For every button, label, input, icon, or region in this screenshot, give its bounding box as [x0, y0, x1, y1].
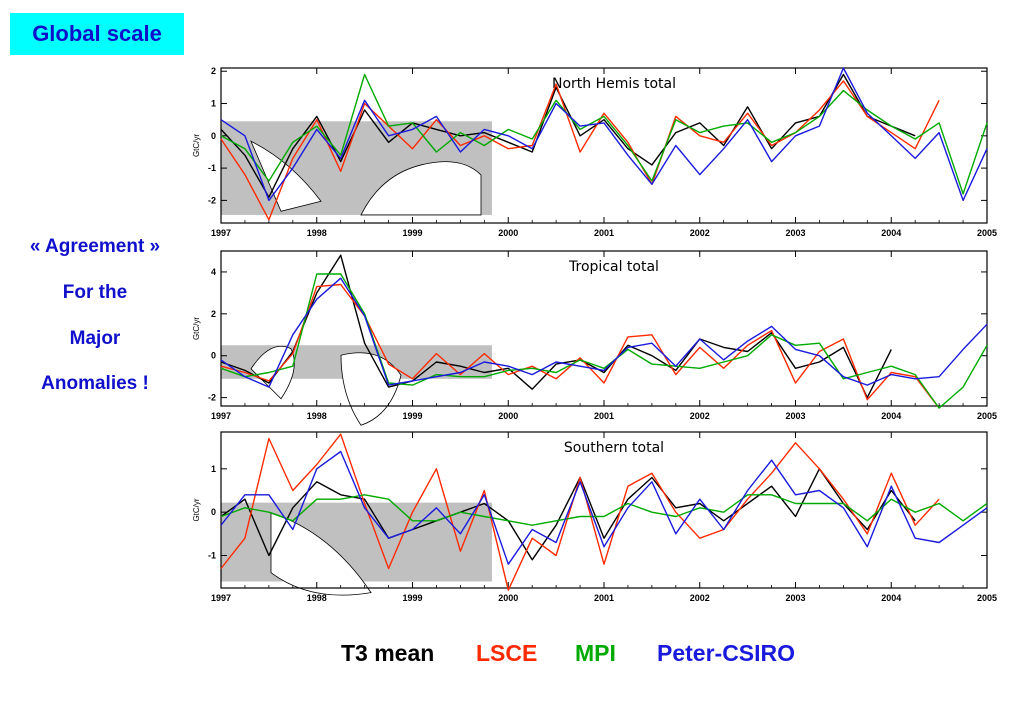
- x-tick-label: 1997: [211, 593, 231, 603]
- series-line-lsce: [220, 80, 940, 221]
- y-tick-label: 1: [211, 464, 216, 474]
- x-tick-label: 1999: [402, 228, 422, 238]
- y-tick-label: 4: [211, 267, 216, 277]
- y-axis-label: GtC/yr: [192, 498, 201, 521]
- panel-title: Southern total: [564, 440, 664, 456]
- side-text-line-2: For the: [62, 282, 128, 303]
- side-text-line-4: Anomalies !: [41, 373, 149, 394]
- series-line-t3-mean: [220, 254, 892, 399]
- x-tick-label: 2003: [785, 411, 805, 421]
- y-axis-label: GtC/yr: [192, 317, 201, 340]
- legend-lsce: LSCE: [476, 640, 538, 666]
- x-tick-label: 2003: [785, 228, 805, 238]
- panel-southern: 1997 1998 1999 2000 2001 2002 2003 2004 2005 1 0 -1…: [192, 431, 997, 603]
- x-tick-label: 2004: [881, 411, 901, 421]
- x-tick-label: 1997: [211, 411, 231, 421]
- x-tick-label: 2000: [498, 228, 518, 238]
- x-tick-label: 2002: [690, 593, 710, 603]
- y-axis-label: GtC/yr: [192, 134, 201, 157]
- series-line-mpi: [220, 273, 988, 409]
- panel-title: North Hemis total: [552, 76, 676, 92]
- series-line-mpi: [220, 494, 988, 526]
- y-tick-label: 0: [211, 351, 216, 361]
- legend-t3-mean: T3 mean: [341, 640, 435, 666]
- x-tick-label: 1997: [211, 228, 231, 238]
- x-tick-label: 2004: [881, 593, 901, 603]
- x-tick-label: 2000: [498, 411, 518, 421]
- map-landmass-north: [250, 140, 482, 216]
- y-tick-label: -1: [208, 163, 216, 173]
- x-tick-label: 2001: [594, 228, 614, 238]
- y-tick-label: 2: [211, 309, 216, 319]
- x-tick-label: 1999: [402, 411, 422, 421]
- x-tick-label: 1999: [402, 593, 422, 603]
- series-line-peter-csiro: [220, 67, 988, 202]
- side-text-line-3: Major: [69, 328, 121, 349]
- series-line-peter-csiro: [220, 277, 988, 388]
- legend-peter-csiro: Peter-CSIRO: [657, 640, 796, 666]
- series-line-lsce: [220, 433, 940, 591]
- charts-figure: 1997 1998 1999 2000 2001 2002 2003 2004 2005210-…: [192, 66, 997, 603]
- map-inset-southern: [221, 502, 492, 582]
- panel-title: Tropical total: [568, 259, 659, 275]
- series-line-t3-mean: [220, 468, 916, 561]
- map-landmass-southern: [270, 512, 372, 596]
- panel-tropical: 1997 1998 1999 2000 2001 2002 2003 2004 2005 4 2 0 -…: [192, 250, 997, 426]
- page-title: Global scale: [10, 13, 184, 55]
- x-tick-label: 2005: [977, 593, 997, 603]
- x-tick-label: 1998: [307, 411, 327, 421]
- y-tick-label: 0: [211, 507, 216, 517]
- x-tick-label: 2001: [594, 411, 614, 421]
- series-line-lsce: [220, 283, 940, 409]
- legend: T3 mean LSCE MPI Peter-CSIRO: [0, 640, 1023, 674]
- y-tick-label: -2: [208, 195, 216, 205]
- side-text-line-1: « Agreement »: [29, 236, 161, 257]
- x-tick-label: 1998: [307, 593, 327, 603]
- x-tick-label: 2005: [977, 411, 997, 421]
- x-tick-label: 2002: [690, 228, 710, 238]
- legend-mpi: MPI: [575, 640, 616, 666]
- x-tick-label: 2003: [785, 593, 805, 603]
- x-tick-label: 2004: [881, 228, 901, 238]
- panel-north: 1997 1998 1999 2000 2001 2002 2003 2004 2005 2 1 0 -…: [192, 66, 997, 238]
- x-tick-label: 1998: [307, 228, 327, 238]
- x-tick-label: 2005: [977, 228, 997, 238]
- series-line-mpi: [220, 73, 988, 195]
- y-tick-label: 0: [211, 131, 216, 141]
- y-tick-label: 2: [211, 66, 216, 76]
- x-tick-label: 2001: [594, 593, 614, 603]
- y-tick-label: -2: [208, 393, 216, 403]
- y-tick-label: -1: [208, 551, 216, 561]
- x-tick-label: 2002: [690, 411, 710, 421]
- y-tick-label: 1: [211, 99, 216, 109]
- x-tick-label: 2000: [498, 593, 518, 603]
- series-line-peter-csiro: [220, 450, 988, 565]
